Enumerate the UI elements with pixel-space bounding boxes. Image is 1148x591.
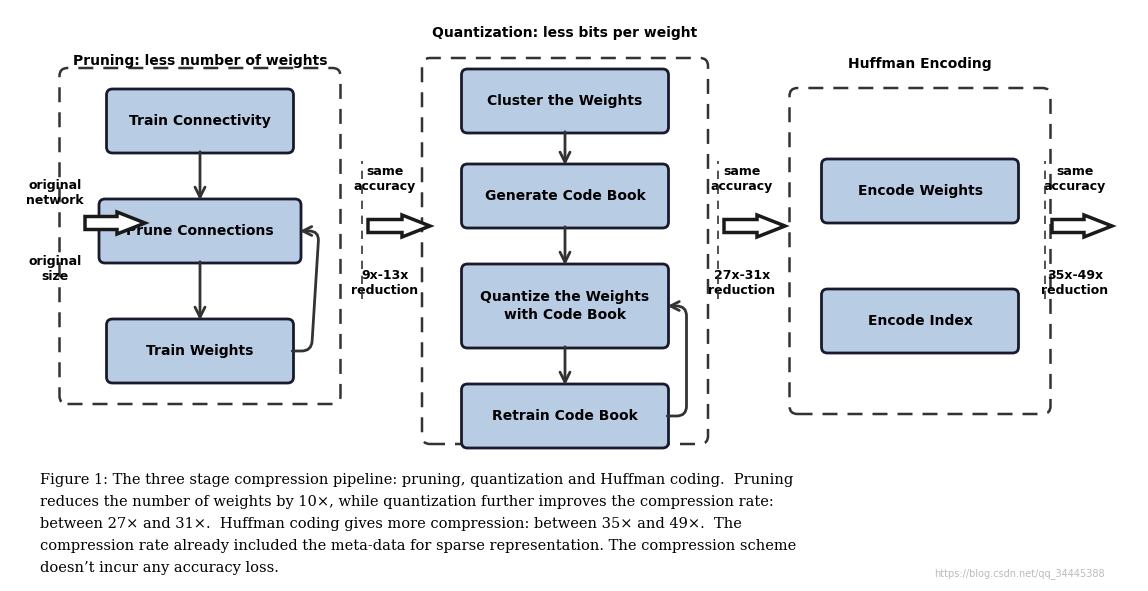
Text: Train Weights: Train Weights xyxy=(146,344,254,358)
Text: 35x-49x
reduction: 35x-49x reduction xyxy=(1041,269,1109,297)
Text: doesn’t incur any accuracy loss.: doesn’t incur any accuracy loss. xyxy=(40,561,279,575)
FancyBboxPatch shape xyxy=(107,319,294,383)
Text: 9x-13x
reduction: 9x-13x reduction xyxy=(351,269,419,297)
FancyBboxPatch shape xyxy=(461,384,668,448)
FancyBboxPatch shape xyxy=(461,69,668,133)
Polygon shape xyxy=(1052,215,1112,237)
Polygon shape xyxy=(369,215,430,237)
Text: reduces the number of weights by 10×, while quantization further improves the co: reduces the number of weights by 10×, wh… xyxy=(40,495,774,509)
Text: 27x-31x
reduction: 27x-31x reduction xyxy=(708,269,776,297)
FancyBboxPatch shape xyxy=(99,199,301,263)
Text: https://blog.csdn.net/qq_34445388: https://blog.csdn.net/qq_34445388 xyxy=(934,568,1106,579)
Text: Encode Weights: Encode Weights xyxy=(858,184,983,198)
Text: Pruning: less number of weights: Pruning: less number of weights xyxy=(72,54,327,68)
FancyBboxPatch shape xyxy=(822,159,1018,223)
Text: original
size: original size xyxy=(29,255,82,283)
Text: original
network: original network xyxy=(26,179,84,207)
Text: Cluster the Weights: Cluster the Weights xyxy=(488,94,643,108)
Text: Figure 1: The three stage compression pipeline: pruning, quantization and Huffma: Figure 1: The three stage compression pi… xyxy=(40,473,793,487)
FancyBboxPatch shape xyxy=(461,264,668,348)
Text: Encode Index: Encode Index xyxy=(868,314,972,328)
FancyBboxPatch shape xyxy=(822,289,1018,353)
Text: Train Connectivity: Train Connectivity xyxy=(129,114,271,128)
Text: Prune Connections: Prune Connections xyxy=(126,224,274,238)
Polygon shape xyxy=(724,215,785,237)
Text: between 27× and 31×.  Huffman coding gives more compression: between 35× and 49×: between 27× and 31×. Huffman coding give… xyxy=(40,517,742,531)
Polygon shape xyxy=(85,212,145,234)
Text: Quantization: less bits per weight: Quantization: less bits per weight xyxy=(433,26,698,40)
Text: same
accuracy: same accuracy xyxy=(1044,165,1107,193)
Text: Retrain Code Book: Retrain Code Book xyxy=(492,409,638,423)
Text: same
accuracy: same accuracy xyxy=(354,165,416,193)
FancyBboxPatch shape xyxy=(461,164,668,228)
Text: Quantize the Weights
with Code Book: Quantize the Weights with Code Book xyxy=(480,290,650,322)
Text: compression rate already included the meta-data for sparse representation. The c: compression rate already included the me… xyxy=(40,539,797,553)
Text: same
accuracy: same accuracy xyxy=(711,165,773,193)
FancyBboxPatch shape xyxy=(107,89,294,153)
Text: Generate Code Book: Generate Code Book xyxy=(484,189,645,203)
Text: Huffman Encoding: Huffman Encoding xyxy=(848,57,992,71)
